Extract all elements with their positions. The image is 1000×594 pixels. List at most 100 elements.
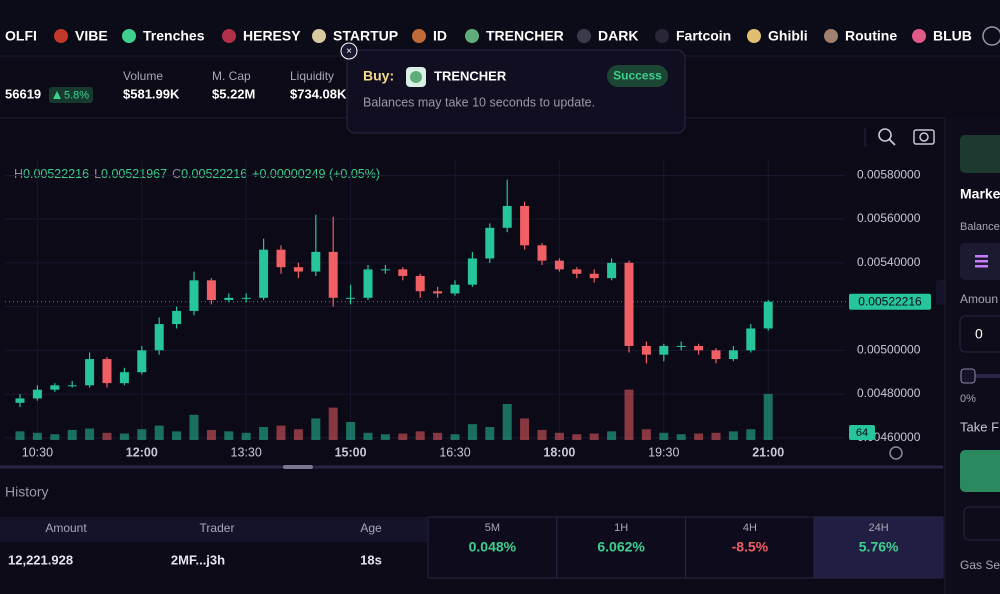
percent-label: 0% (960, 393, 976, 405)
toast-close[interactable] (340, 42, 358, 60)
volume-bar (711, 432, 721, 440)
candle-body (293, 267, 303, 272)
candle-body (415, 275, 425, 292)
volume-bar (328, 407, 338, 440)
ticker-item[interactable]: HERESY (222, 28, 301, 44)
settings-icon[interactable] (889, 446, 903, 460)
x-tick-label: 21:00 (752, 445, 784, 459)
ticker-label: TRENCHER (486, 28, 564, 44)
ohlc-legend: H0.00522216 L0.00521967 C0.00522216 +0.0000… (14, 167, 380, 181)
ticker-label: Trenches (143, 28, 205, 44)
candle-body (467, 258, 477, 285)
ticker-icon (54, 29, 68, 43)
candle-body (241, 297, 251, 299)
candle-body (276, 249, 286, 268)
candle-body (659, 345, 669, 355)
candle-body (206, 280, 216, 300)
toast-token: TRENCHER (434, 68, 507, 83)
volume-bar (433, 432, 443, 440)
secondary-button[interactable] (963, 506, 1000, 541)
ticker-item[interactable]: OLFI (5, 28, 37, 44)
candle-body (694, 345, 704, 351)
timeframe-label: 1H (614, 522, 628, 534)
candle-body (154, 324, 164, 351)
candle-body (137, 350, 147, 373)
amount-input[interactable] (959, 315, 1000, 353)
x-tick-label: 10:30 (22, 445, 53, 459)
ticker-item[interactable]: DARK (577, 28, 638, 44)
ticker-item[interactable]: Fartcoin (655, 28, 731, 44)
buy-button[interactable] (960, 450, 1000, 492)
slider-handle[interactable] (960, 368, 976, 384)
sidebar-title: Marke (960, 186, 1000, 202)
camera-icon[interactable] (913, 129, 935, 145)
ticker-item[interactable]: Ghibli (747, 28, 808, 44)
price: 56619 (5, 86, 41, 101)
volume-bar (467, 424, 477, 440)
ticker-icon (122, 29, 136, 43)
volume-bar (276, 425, 286, 440)
volume-bar (398, 433, 408, 440)
timeframe-cell[interactable]: 4H -8.5% (685, 516, 815, 579)
ticker-item[interactable]: ID (412, 28, 447, 44)
stat-value: $5.22M (212, 86, 255, 101)
legend-key: C (172, 167, 181, 181)
candle-body (398, 269, 408, 276)
legend-value: 0.00521967 (101, 167, 167, 181)
ticker-item[interactable]: BLUB (912, 28, 972, 44)
volume-bar (763, 393, 773, 440)
ticker-icon (312, 29, 326, 43)
ticker-item[interactable]: Trenches (122, 28, 205, 44)
y-tick-label: 0.00540000 (857, 255, 921, 269)
ticker-item[interactable]: TRENCHER (465, 28, 564, 44)
volume-bar (154, 425, 164, 440)
ticker-item[interactable]: Routine (824, 28, 897, 44)
stat-label: Volume (123, 69, 163, 83)
ticker-label: DARK (598, 28, 638, 44)
ticker-label: OLFI (5, 28, 37, 44)
candle-body (676, 345, 686, 347)
ticker-item[interactable]: STARTUP (312, 28, 398, 44)
timeframe-value: 5.76% (859, 539, 899, 555)
x-tick-label: 18:00 (543, 445, 575, 459)
volume-bar (32, 432, 42, 440)
timeframe-cell[interactable]: 5M 0.048% (427, 516, 558, 579)
volume-bar (624, 389, 634, 440)
ticker-label: Ghibli (768, 28, 808, 44)
ticker-icon (747, 29, 761, 43)
volume-bar (659, 432, 669, 440)
volume-bar (572, 434, 582, 440)
candle-body (50, 385, 60, 390)
candle-body (15, 398, 25, 403)
candle-body (728, 350, 738, 360)
price-chart: 0.004600000.004800000.005000000.00520000… (5, 160, 931, 459)
x-tick-label: 16:30 (439, 445, 470, 459)
volume-bar (119, 433, 129, 440)
volume-bar (102, 432, 112, 440)
ticker-item[interactable]: VIBE (54, 28, 108, 44)
candle-body (259, 249, 269, 298)
table-header (0, 517, 427, 542)
ticker-icon (577, 29, 591, 43)
ticker-next[interactable] (982, 26, 1000, 46)
volume-bar (363, 432, 373, 440)
volume-bar (311, 418, 321, 440)
ticker-label: ID (433, 28, 447, 44)
scroll-thumb[interactable] (283, 465, 313, 469)
last-price-label: 0.00522216 (858, 294, 922, 308)
tab-button[interactable] (960, 135, 1000, 173)
volume-bar (728, 431, 738, 440)
ticker-label: HERESY (243, 28, 301, 44)
candle-body (363, 269, 373, 298)
candle-body (85, 359, 95, 386)
column-header: Age (360, 521, 382, 535)
ticker-label: BLUB (933, 28, 972, 44)
search-icon[interactable] (878, 128, 896, 146)
timeframe-cell[interactable]: 1H 6.062% (556, 516, 686, 579)
timeframe-cell[interactable]: 24H 5.76% (813, 516, 944, 579)
volume-bar (224, 431, 234, 440)
cell-bg (813, 516, 944, 579)
candle-body (520, 205, 530, 246)
column-header: Trader (200, 521, 235, 535)
volume-bar (50, 434, 60, 440)
